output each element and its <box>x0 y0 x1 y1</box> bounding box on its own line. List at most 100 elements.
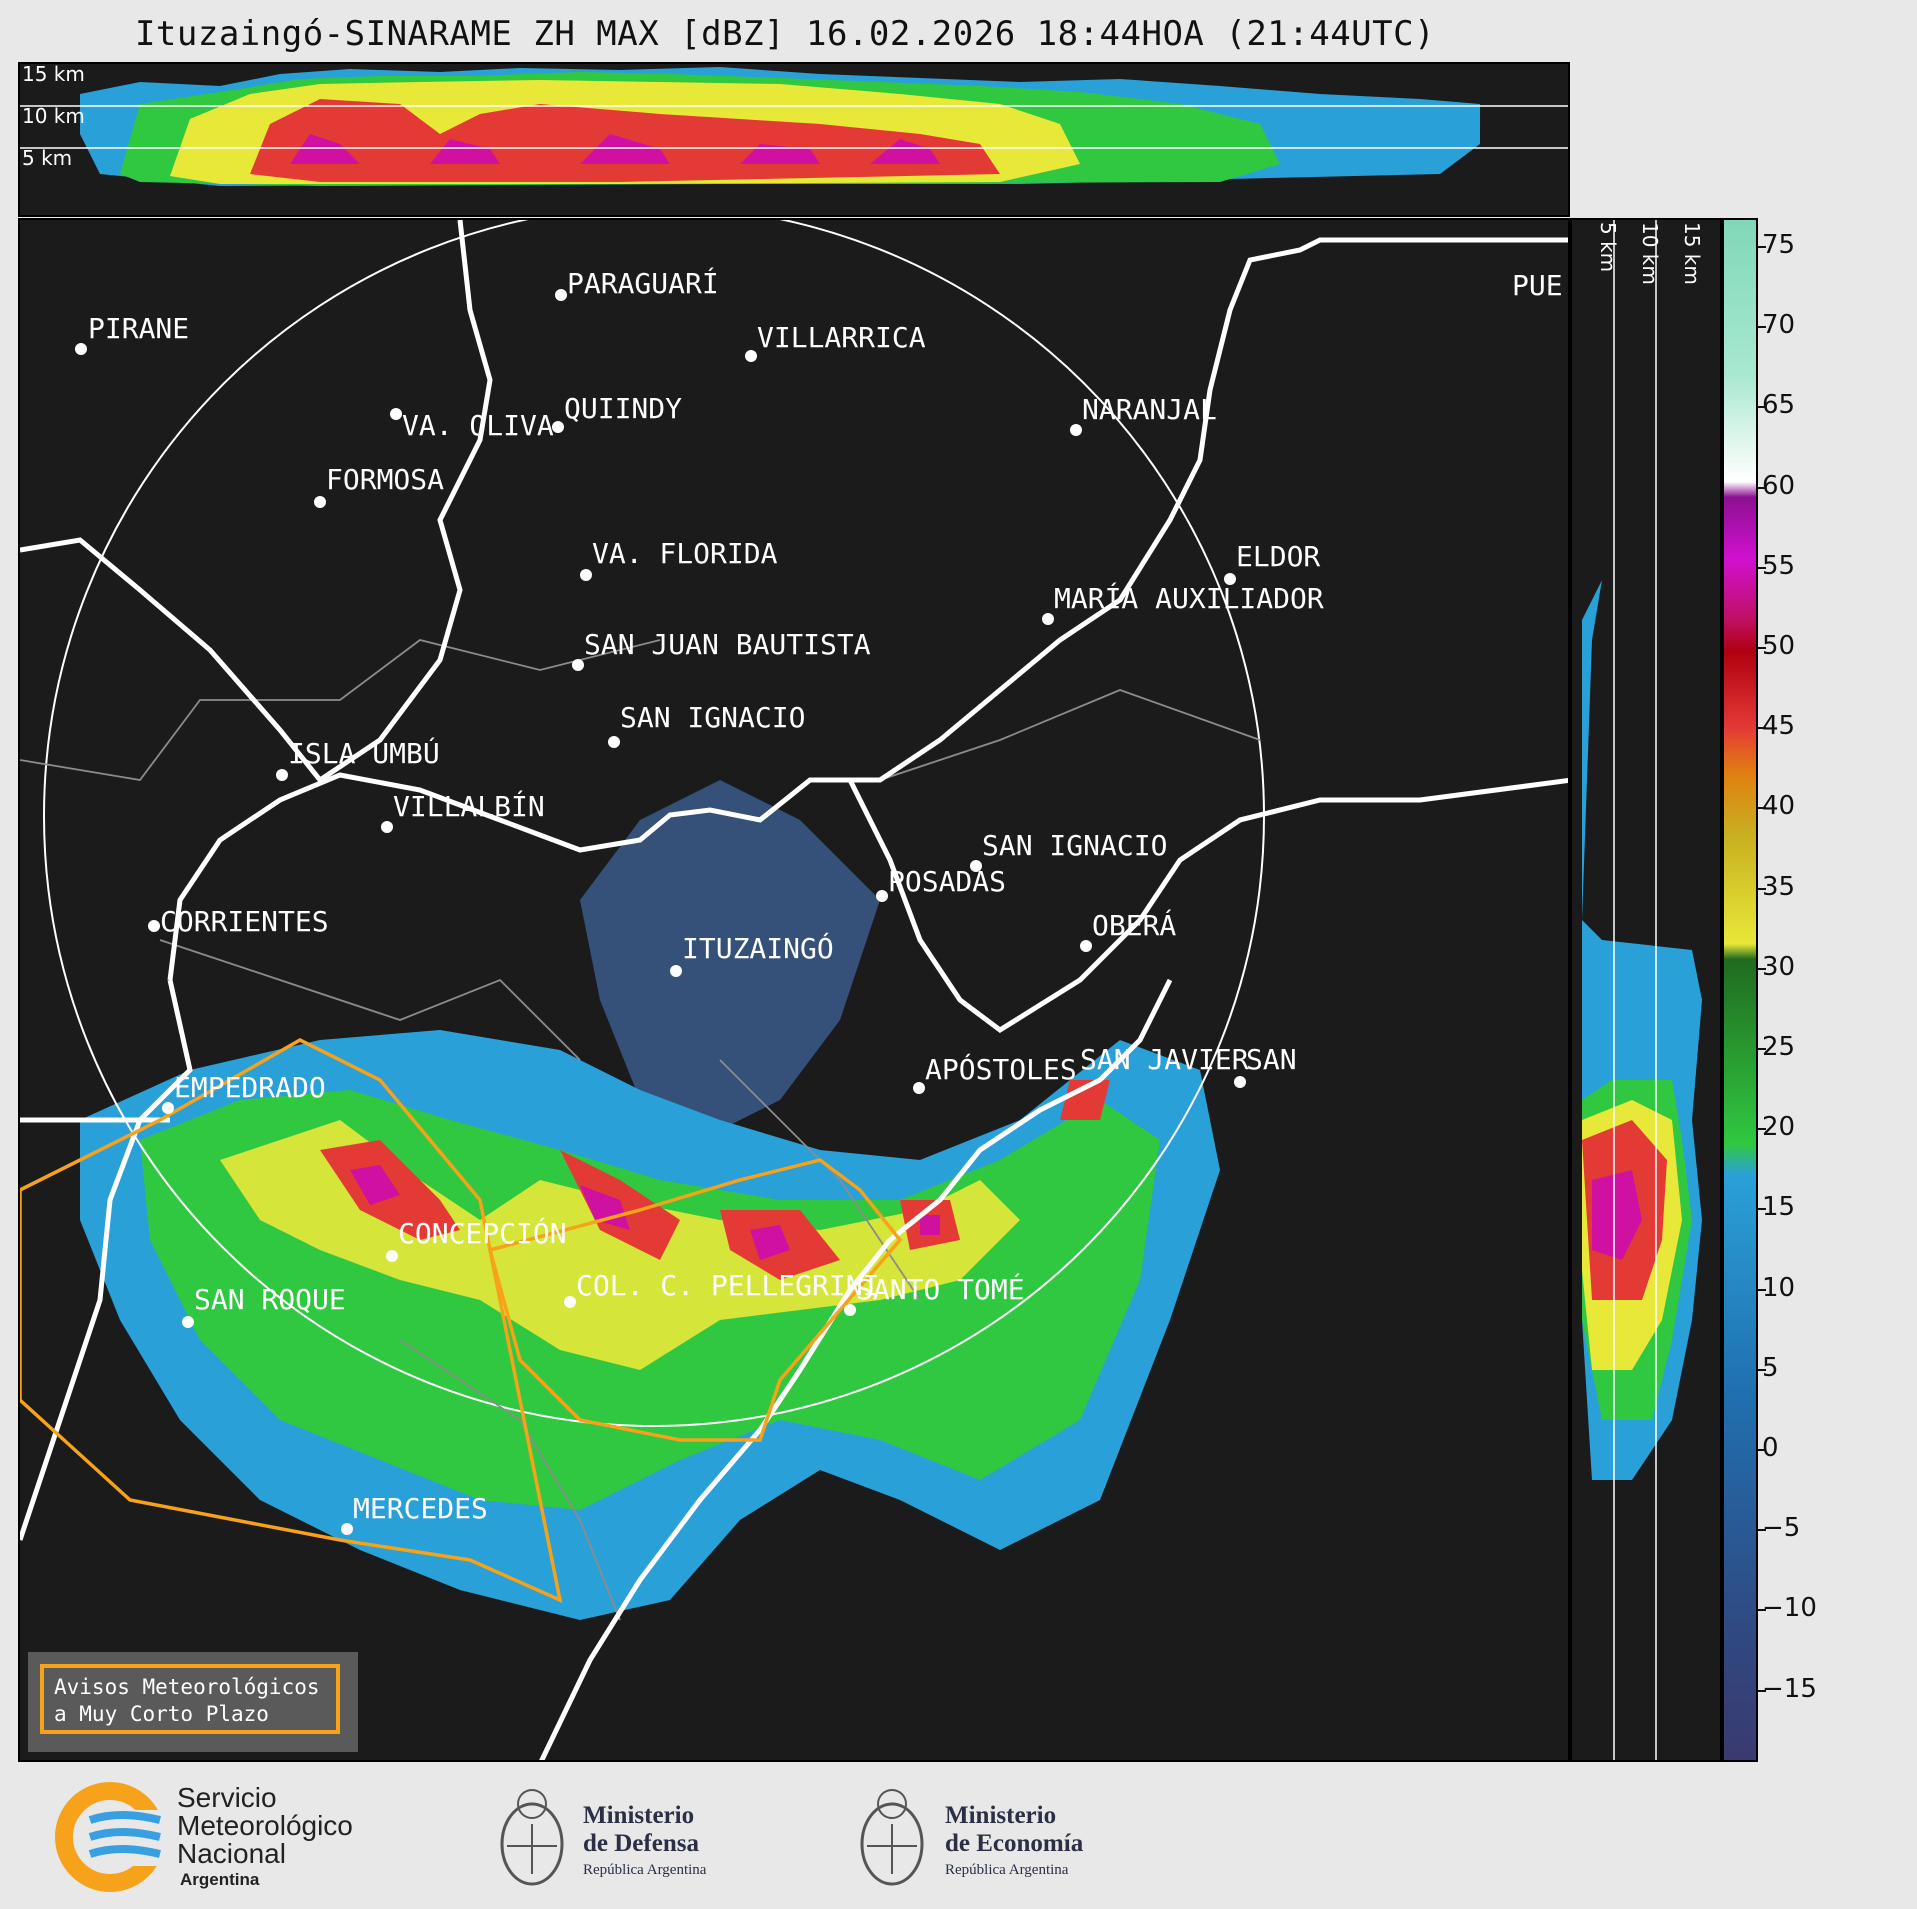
city-dot <box>1234 1076 1246 1088</box>
colorbar-tick-label: 60 <box>1762 470 1796 501</box>
colorbar-tick-label: 40 <box>1762 791 1796 822</box>
economia-sub: República Argentina <box>945 1862 1069 1878</box>
colorbar-tick-mark <box>1758 246 1766 248</box>
colorbar-tick-label: 70 <box>1762 310 1796 341</box>
warnings-legend-box: Avisos Meteorológicos a Muy Corto Plazo <box>40 1664 340 1734</box>
colorbar-tick-mark <box>1758 887 1766 890</box>
city-dot <box>1042 613 1054 625</box>
legend-line-1: Avisos Meteorológicos <box>54 1675 320 1699</box>
city-dot <box>1080 940 1092 952</box>
city-label-mercedes: MERCEDES <box>353 1492 488 1525</box>
city-dot <box>381 821 393 833</box>
city-label-eldor: ELDOR <box>1236 540 1321 573</box>
city-dot <box>1070 424 1082 436</box>
city-label-quiindy: QUIINDY <box>564 392 683 425</box>
defensa-line-1: Ministerio <box>583 1802 695 1829</box>
city-label-san-javier: SAN JAVIER <box>1080 1043 1249 1076</box>
colorbar-tick-label: 65 <box>1762 390 1796 421</box>
colorbar-tick-label: 45 <box>1762 711 1796 742</box>
city-dot <box>608 736 620 748</box>
city-label-posadas: POSADAS <box>888 865 1007 898</box>
colorbar-tick-mark <box>1758 1529 1766 1532</box>
colorbar-tick-mark <box>1758 1128 1766 1131</box>
smn-logo-icon <box>55 1782 170 1892</box>
city-label-san-juan-bautista: SAN JUAN BAUTISTA <box>584 628 871 661</box>
city-dot <box>75 343 87 355</box>
city-label-concepcion: CONCEPCIÓN <box>398 1217 567 1250</box>
city-dot <box>1224 573 1236 585</box>
legend-line-2: a Muy Corto Plazo <box>54 1702 269 1726</box>
colorbar-tick-label: 30 <box>1762 951 1796 982</box>
city-dot <box>314 496 326 508</box>
colorbar-tick-label: 35 <box>1762 871 1796 902</box>
city-label-va-oliva: VA. OLIVA <box>402 409 554 442</box>
city-label-corrientes: CORRIENTES <box>160 905 329 938</box>
city-dot <box>182 1316 194 1328</box>
defensa-crest-icon <box>500 1789 564 1886</box>
city-label-ituzaingo: ITUZAINGÓ <box>682 932 834 965</box>
colorbar-tick-mark <box>1758 1689 1766 1692</box>
colorbar-tick-mark <box>1758 647 1766 649</box>
colorbar-tick-label: 10 <box>1762 1272 1796 1303</box>
city-label-naranjal: NARANJAL <box>1082 393 1217 426</box>
city-label-santo-tome: SANTO TOMÉ <box>856 1273 1025 1306</box>
right-label-15km: 15 km <box>1680 222 1704 285</box>
colorbar-tick-label: −5 <box>1762 1513 1801 1544</box>
smn-line-3: Nacional <box>177 1838 286 1869</box>
colorbar-tick-label: 75 <box>1762 230 1796 260</box>
warnings-legend: Avisos Meteorológicos a Muy Corto Plazo <box>28 1652 358 1752</box>
city-dot <box>844 1304 856 1316</box>
colorbar-tick-mark <box>1758 807 1766 810</box>
colorbar-tick-label: 5 <box>1762 1352 1779 1383</box>
city-label-va-florida: VA. FLORIDA <box>592 537 778 570</box>
city-label-obera: OBERÁ <box>1092 909 1177 942</box>
defensa-line-2: de Defensa <box>583 1830 699 1857</box>
economia-crest-icon <box>860 1789 924 1886</box>
city-label-formosa: FORMOSA <box>326 463 445 496</box>
city-dot <box>564 1296 576 1308</box>
city-dot <box>876 890 888 902</box>
smn-line-2: Meteorológico <box>177 1810 353 1841</box>
colorbar-tick-label: −10 <box>1762 1593 1817 1624</box>
smn-line-4: Argentina <box>180 1870 260 1889</box>
city-label-col-pellegrini: COL. C. PELLEGRINI <box>576 1269 880 1302</box>
colorbar-tick-mark <box>1758 727 1766 730</box>
colorbar-tick-mark <box>1758 967 1766 970</box>
city-label-pue: PUE <box>1512 269 1563 302</box>
city-label-paraguari: PARAGUARÍ <box>567 267 719 300</box>
top-label-5km: 5 km <box>22 146 73 170</box>
city-dot <box>552 421 564 433</box>
colorbar-tick-mark <box>1758 1288 1766 1291</box>
economia-line-2: de Economía <box>945 1830 1084 1857</box>
colorbar-tick-label: 0 <box>1762 1433 1779 1463</box>
colorbar-tick-mark <box>1758 566 1766 569</box>
right-cross-section: 5 km 10 km 15 km <box>1570 218 1722 1762</box>
city-dot <box>745 350 757 362</box>
colorbar-tick-mark <box>1758 1208 1766 1211</box>
smn-line-1: Servicio <box>177 1782 277 1813</box>
right-echo-profile <box>1572 220 1720 1760</box>
top-echo-profile <box>20 64 1568 215</box>
footer: Servicio Meteorológico Nacional Argentin… <box>0 1762 1917 1909</box>
city-dot <box>276 769 288 781</box>
top-label-10km: 10 km <box>22 104 85 128</box>
city-dot <box>162 1102 174 1114</box>
city-dot <box>670 965 682 977</box>
city-dot <box>148 920 160 932</box>
defensa-sub: República Argentina <box>583 1862 707 1878</box>
city-label-san: SAN <box>1246 1043 1297 1076</box>
city-dot <box>580 569 592 581</box>
city-dot <box>341 1523 353 1535</box>
colorbar-tick-mark <box>1758 406 1766 409</box>
city-label-isla-umbu: ISLA UMBÚ <box>288 737 440 770</box>
economia-line-1: Ministerio <box>945 1802 1057 1829</box>
city-label-san-roque: SAN ROQUE <box>194 1283 346 1316</box>
city-dot <box>970 860 982 872</box>
city-label-pirane: PIRANE <box>88 312 190 345</box>
city-label-san-ignacio-ar: SAN IGNACIO <box>982 829 1168 862</box>
city-label-empedrado: EMPEDRADO <box>174 1071 326 1104</box>
city-dot <box>390 408 402 420</box>
colorbar <box>1722 218 1758 1762</box>
city-dot <box>555 289 567 301</box>
colorbar-tick-mark <box>1758 1048 1766 1050</box>
